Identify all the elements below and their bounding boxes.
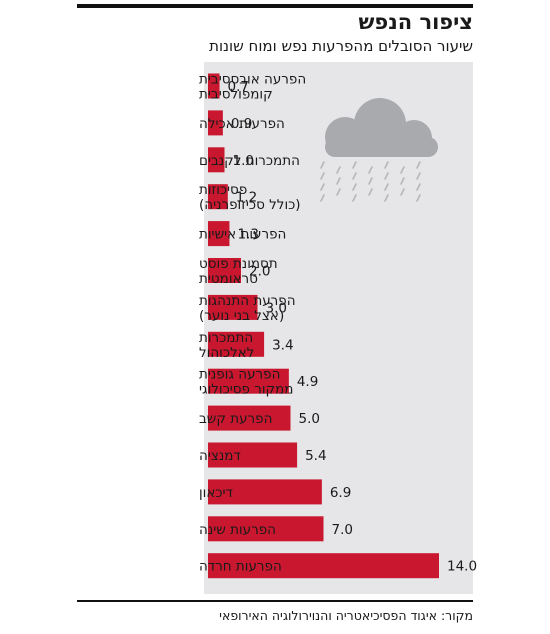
category-label: לאלכוהול [199, 345, 254, 361]
bar [208, 553, 439, 579]
bar-value-label: 1.0 [233, 153, 254, 169]
bar [208, 73, 220, 99]
rain-drop [352, 172, 357, 180]
category-label: ממקור פסיכולוגי [199, 382, 293, 398]
bar-value-label: 2.0 [249, 264, 270, 280]
rain-drop [400, 188, 405, 196]
category-label: הפרעה גופנית [199, 367, 280, 383]
rain-drop [384, 194, 389, 202]
rain-drop [336, 177, 341, 185]
bar-value-label: 5.4 [305, 448, 326, 464]
bar [208, 405, 291, 431]
category-label: הפרעות אכילה [199, 116, 285, 132]
rain-drop [368, 177, 373, 185]
category-label: טראומטית [199, 271, 258, 287]
category-label: הפרעת קשב [199, 411, 272, 427]
bar-value-label: 0.7 [228, 79, 249, 95]
category-label: תסמונת פוסט [199, 256, 278, 272]
bar-value-label: 4.9 [297, 374, 318, 390]
rain-drop [384, 183, 389, 191]
bar-value-label: 1.3 [237, 227, 258, 243]
rain-drop [416, 194, 421, 202]
rain-cloud-icon [320, 98, 438, 202]
source-note: מקור: איגוד הפסיכיאטריה והנוירולוגיה האי… [219, 608, 473, 623]
bar-value-label: 3.4 [272, 337, 293, 353]
chart-subtitle: שיעור הסובלים מהפרעות נפש ומוח שונות [209, 37, 473, 55]
bottom-rule [77, 600, 473, 602]
rain-drop [368, 166, 373, 174]
rain-drop [336, 166, 341, 174]
bar-value-label: 14.0 [447, 559, 477, 575]
rain-drop [336, 188, 341, 196]
rain-drop [384, 172, 389, 180]
rain-drop [416, 172, 421, 180]
rain-drop [416, 183, 421, 191]
rain-drop [416, 161, 421, 169]
bar-value-label: 7.0 [332, 522, 353, 538]
bar [208, 368, 289, 394]
bar [208, 184, 228, 210]
category-label: קומפולסיבית [199, 87, 273, 103]
bar [208, 516, 324, 542]
rain-drop [352, 161, 357, 169]
category-label: הפרעה אובססיבית [199, 72, 306, 88]
rain-drop [320, 172, 325, 180]
bar-value-label: 3.0 [266, 300, 287, 316]
rain-drop [400, 166, 405, 174]
bar [208, 221, 230, 247]
bar [208, 331, 265, 357]
bar-value-label: 6.9 [330, 485, 351, 501]
rain-drop [320, 161, 325, 169]
category-label: הפרעות אישיות [199, 227, 286, 243]
category-label: דמנציה [199, 448, 241, 464]
category-label: הפרעות חרדה [199, 559, 282, 575]
rain-drop [320, 183, 325, 191]
rain-drop [384, 161, 389, 169]
rain-drop [352, 183, 357, 191]
top-rule [77, 4, 473, 8]
category-label: פסיכוזות [199, 182, 247, 198]
rain-drop [400, 177, 405, 185]
bar [208, 258, 241, 283]
category-label: הפרעות שינה [199, 522, 276, 538]
bar [208, 147, 225, 173]
bar [208, 479, 322, 505]
rain-drop [352, 194, 357, 202]
category-label: התמכרות [199, 330, 253, 346]
bar-value-label: 0.9 [231, 116, 252, 132]
category-label: (אצל בני נוער) [199, 308, 284, 324]
bar-value-label: 5.0 [299, 411, 320, 427]
category-label: הפרעת התנהגות [199, 293, 296, 309]
category-label: (כולל סכיזופרניה) [199, 197, 301, 213]
bar-value-label: 1.2 [236, 190, 257, 206]
category-label: דיכאון [199, 485, 233, 501]
category-label: התמכרות לקנבים [199, 153, 300, 169]
bar [208, 294, 258, 320]
bar [208, 110, 223, 136]
rain-drop [368, 188, 373, 196]
rain-drop [320, 194, 325, 202]
bar [208, 442, 298, 468]
chart-title: ציפור הנפש [358, 10, 473, 34]
